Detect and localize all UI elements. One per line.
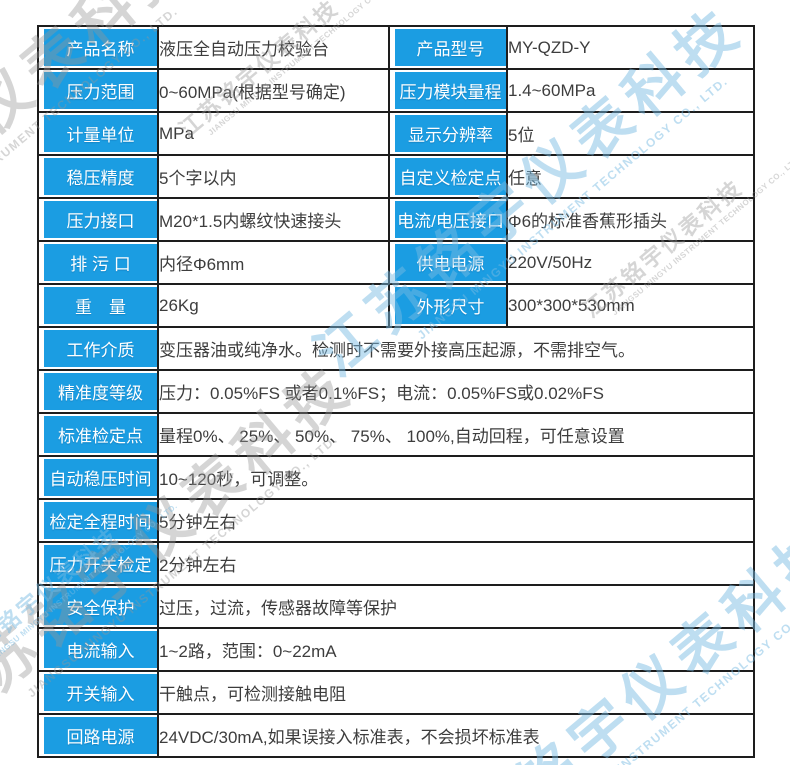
spec-value: 0~60MPa(根据型号确定) — [157, 68, 390, 113]
table-row: 压力开关检定 2分钟左右 — [37, 541, 755, 586]
spec-value: 10~120秒，可调整。 — [157, 455, 755, 500]
spec-label-cell: 精准度等级 — [37, 369, 159, 414]
spec-value: 2分钟左右 — [157, 541, 755, 586]
spec-label-cell: 压力范围 — [37, 68, 159, 113]
product-spec-table: 产品名称 液压全自动压力校验台 产品型号 MY-QZD-Y 压力范围 0~60M… — [37, 25, 755, 758]
spec-label-cell: 工作介质 — [37, 326, 159, 371]
spec-value: 300*300*530mm — [506, 283, 755, 328]
table-row: 排 污 口 内径Φ6mm 供电电源 220V/50Hz — [37, 240, 755, 285]
spec-label: 外形尺寸 — [395, 287, 505, 324]
table-row: 精准度等级 压力：0.05%FS 或者0.1%FS；电流：0.05%FS或0.0… — [37, 369, 755, 414]
spec-label-cell: 重 量 — [37, 283, 159, 328]
spec-value: 压力：0.05%FS 或者0.1%FS；电流：0.05%FS或0.02%FS — [157, 369, 755, 414]
spec-label-cell: 压力模块量程 — [388, 68, 508, 113]
spec-value: 220V/50Hz — [506, 240, 755, 285]
spec-label: 产品名称 — [44, 29, 156, 66]
table-row: 压力接口 M20*1.5内螺纹快速接头 电流/电压接口 Φ6的标准香蕉形插头 — [37, 197, 755, 242]
table-row: 压力范围 0~60MPa(根据型号确定) 压力模块量程 1.4~60MPa — [37, 68, 755, 113]
spec-label-cell: 压力开关检定 — [37, 541, 159, 586]
spec-value: Φ6的标准香蕉形插头 — [506, 197, 755, 242]
spec-label: 显示分辨率 — [395, 115, 505, 152]
spec-label: 回路电源 — [44, 717, 156, 754]
spec-label-cell: 回路电源 — [37, 713, 159, 758]
spec-label: 产品型号 — [395, 29, 505, 66]
table-row: 自动稳压时间 10~120秒，可调整。 — [37, 455, 755, 500]
spec-value: 内径Φ6mm — [157, 240, 390, 285]
spec-label: 供电电源 — [395, 244, 505, 281]
table-row: 安全保护 过压，过流，传感器故障等保护 — [37, 584, 755, 629]
spec-label: 自动稳压时间 — [44, 459, 156, 496]
spec-value: 变压器油或纯净水。检测时不需要外接高压起源，不需排空气。 — [157, 326, 755, 371]
spec-label: 检定全程时间 — [44, 502, 156, 539]
spec-value: 24VDC/30mA,如果误接入标准表，不会损坏标准表 — [157, 713, 755, 758]
spec-label: 精准度等级 — [44, 373, 156, 410]
spec-label: 电流/电压接口 — [395, 201, 505, 238]
spec-label: 压力模块量程 — [395, 72, 505, 109]
spec-value: 5个字以内 — [157, 154, 390, 199]
spec-label-cell: 计量单位 — [37, 111, 159, 156]
spec-label-cell: 检定全程时间 — [37, 498, 159, 543]
spec-value: 5位 — [506, 111, 755, 156]
spec-label: 稳压精度 — [44, 158, 156, 195]
spec-label-cell: 标准检定点 — [37, 412, 159, 457]
table-row: 重 量 26Kg 外形尺寸 300*300*530mm — [37, 283, 755, 328]
spec-value: 1.4~60MPa — [506, 68, 755, 113]
table-row: 计量单位 MPa 显示分辨率 5位 — [37, 111, 755, 156]
spec-label-cell: 压力接口 — [37, 197, 159, 242]
spec-value: 干触点，可检测接触电阻 — [157, 670, 755, 715]
spec-value: 任意 — [506, 154, 755, 199]
spec-label-cell: 电流输入 — [37, 627, 159, 672]
table-row: 开关输入 干触点，可检测接触电阻 — [37, 670, 755, 715]
spec-label: 压力开关检定 — [44, 545, 156, 582]
spec-value: 量程0%、 25%、 50%、 75%、 100%,自动回程，可任意设置 — [157, 412, 755, 457]
spec-value: 1~2路，范围：0~22mA — [157, 627, 755, 672]
spec-label: 压力接口 — [44, 201, 156, 238]
spec-label-cell: 产品名称 — [37, 25, 159, 70]
table-row: 检定全程时间 5分钟左右 — [37, 498, 755, 543]
spec-label: 计量单位 — [44, 115, 156, 152]
spec-label-cell: 供电电源 — [388, 240, 508, 285]
spec-label-cell: 安全保护 — [37, 584, 159, 629]
spec-label: 标准检定点 — [44, 416, 156, 453]
spec-label: 重 量 — [44, 287, 156, 324]
spec-label-cell: 排 污 口 — [37, 240, 159, 285]
spec-label: 工作介质 — [44, 330, 156, 367]
spec-label-cell: 外形尺寸 — [388, 283, 508, 328]
table-row: 回路电源 24VDC/30mA,如果误接入标准表，不会损坏标准表 — [37, 713, 755, 758]
spec-label-cell: 电流/电压接口 — [388, 197, 508, 242]
spec-label: 自定义检定点 — [395, 158, 505, 195]
spec-label-cell: 自动稳压时间 — [37, 455, 159, 500]
spec-label: 压力范围 — [44, 72, 156, 109]
spec-label: 排 污 口 — [44, 244, 156, 281]
spec-value: MY-QZD-Y — [506, 25, 755, 70]
table-row: 稳压精度 5个字以内 自定义检定点 任意 — [37, 154, 755, 199]
spec-label-cell: 开关输入 — [37, 670, 159, 715]
spec-value: 5分钟左右 — [157, 498, 755, 543]
spec-label-cell: 自定义检定点 — [388, 154, 508, 199]
spec-value: 液压全自动压力校验台 — [157, 25, 390, 70]
table-row: 工作介质 变压器油或纯净水。检测时不需要外接高压起源，不需排空气。 — [37, 326, 755, 371]
spec-value: MPa — [157, 111, 390, 156]
table-row: 标准检定点 量程0%、 25%、 50%、 75%、 100%,自动回程，可任意… — [37, 412, 755, 457]
table-row: 产品名称 液压全自动压力校验台 产品型号 MY-QZD-Y — [37, 25, 755, 70]
spec-value: 26Kg — [157, 283, 390, 328]
spec-label: 开关输入 — [44, 674, 156, 711]
table-row: 电流输入 1~2路，范围：0~22mA — [37, 627, 755, 672]
spec-value: M20*1.5内螺纹快速接头 — [157, 197, 390, 242]
spec-label-cell: 稳压精度 — [37, 154, 159, 199]
spec-label-cell: 显示分辨率 — [388, 111, 508, 156]
spec-label: 电流输入 — [44, 631, 156, 668]
spec-label: 安全保护 — [44, 588, 156, 625]
spec-label-cell: 产品型号 — [388, 25, 508, 70]
spec-value: 过压，过流，传感器故障等保护 — [157, 584, 755, 629]
